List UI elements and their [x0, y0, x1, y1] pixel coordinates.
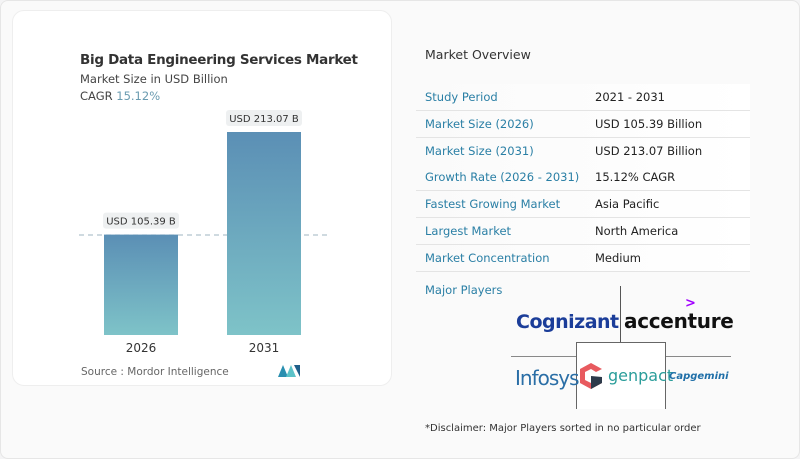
genpact-logo: genpact [608, 366, 674, 385]
row-value: USD 213.07 Billion [595, 143, 703, 158]
row-value: USD 105.39 Billion [595, 116, 703, 131]
row-label: Market Concentration [425, 250, 550, 265]
overview-row: Growth Rate (2026 - 2031) 15.12% CAGR [416, 164, 750, 192]
chart-subtitle: Market Size in USD Billion [80, 72, 228, 86]
row-label: Growth Rate (2026 - 2031) [425, 170, 580, 185]
row-value: 2021 - 2031 [595, 90, 665, 104]
data-label: USD 213.07 B [229, 114, 299, 125]
row-label: Largest Market [425, 224, 512, 238]
overview-row: Fastest Growing Market Asia Pacific [416, 191, 750, 219]
mordor-logo-icon [278, 365, 300, 377]
cagr-value: 15.12% [116, 89, 161, 103]
chart-card [12, 10, 392, 386]
row-value: 15.12% CAGR [595, 170, 676, 185]
overview-heading: Market Overview [425, 47, 531, 62]
overview-row: Largest Market North America [416, 218, 750, 245]
cagr-label: CAGR [80, 89, 113, 103]
genpact-mark-icon [580, 363, 602, 389]
overview-row: Market Size (2026) USD 105.39 Billion [416, 110, 750, 138]
cagr-text: CAGR 15.12% [80, 89, 160, 103]
major-players-label: Major Players [425, 283, 503, 297]
bar-2031 [227, 132, 301, 335]
bar-chart: USD 105.39 B 2026 USD 213.07 B 2031 [79, 110, 328, 355]
disclaimer: *Disclaimer: Major Players sorted in no … [425, 423, 701, 434]
x-tick-label: 2031 [249, 341, 280, 355]
row-label: Market Size (2031) [425, 143, 534, 158]
row-value: Asia Pacific [595, 197, 660, 212]
row-value: North America [595, 224, 679, 238]
overview-row: Market Concentration Medium [416, 244, 750, 272]
data-label-bg [103, 212, 179, 229]
overview-row: Study Period 2021 - 2031 [416, 84, 750, 111]
row-label: Study Period [425, 90, 498, 104]
chart-title: Big Data Engineering Services Market [80, 52, 358, 68]
overview-row: Market Size (2031) USD 213.07 Billion [416, 137, 750, 165]
capgemini-logo: Capgemini [669, 371, 729, 382]
row-label: Fastest Growing Market [425, 197, 561, 212]
infosys-logo: Infosys [515, 366, 580, 390]
cognizant-logo: Cognizant [516, 311, 619, 333]
row-value: Medium [595, 250, 641, 265]
data-label-bg [226, 110, 302, 126]
accenture-logo: accenture [624, 309, 734, 333]
data-label: USD 105.39 B [106, 217, 176, 228]
source-text: Source : Mordor Intelligence [81, 366, 229, 378]
row-label: Market Size (2026) [425, 116, 534, 131]
x-tick-label: 2026 [126, 341, 157, 355]
bar-2026 [104, 234, 178, 335]
accenture-chevron-icon: > [685, 296, 696, 311]
